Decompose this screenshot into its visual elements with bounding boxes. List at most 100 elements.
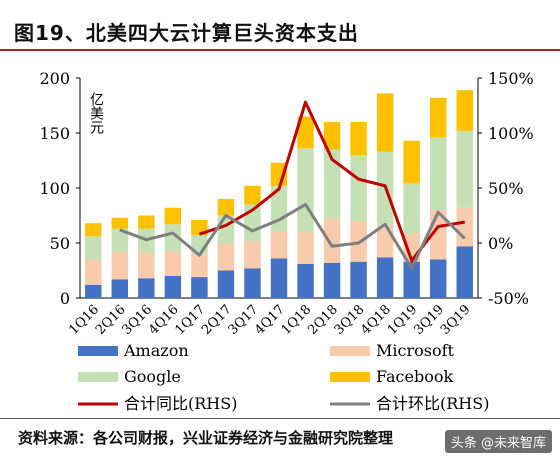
watermark: 头条 @未来智库	[444, 430, 552, 453]
x-tick-label-3q16: 3Q16	[119, 302, 155, 338]
y-tick-label-left: 150	[39, 124, 70, 143]
figure-title: 图19、北美四大云计算巨头资本支出	[14, 21, 359, 45]
x-tick-label-3q19: 3Q19	[438, 302, 474, 338]
chart-axes: 0 50 100 150 200 -50% 0% 50% 100% 150% 亿美元	[39, 69, 533, 308]
y-tick-label-left: 100	[39, 179, 70, 198]
x-tick-label-2q16: 2Q16	[93, 302, 129, 338]
y-tick-label-left: 50	[50, 234, 70, 253]
bar-amazon-1q16	[85, 284, 102, 298]
legend-label: Google	[124, 367, 181, 386]
source-text: 资料来源：各公司财报，兴业证券经济与金融研究院整理	[18, 429, 394, 447]
bar-amazon-2q19	[429, 259, 447, 298]
bar-amazon-4q18	[376, 257, 394, 298]
legend-label: Amazon	[123, 341, 189, 360]
bar-amazon-4q16	[164, 276, 182, 298]
bar-microsoft-3q19	[456, 207, 473, 247]
bar-amazon-3q17	[244, 268, 261, 298]
x-tick-label-1q16: 1Q16	[66, 302, 102, 338]
legend-swatch-amazon	[78, 346, 118, 356]
legend: Amazon Microsoft Google Facebook 合计同比(RHS) 合计…	[78, 341, 489, 413]
bar-facebook-2q17	[217, 199, 235, 216]
bar-google-1q19	[403, 183, 420, 234]
line-layer	[119, 100, 466, 270]
bar-microsoft-4q18	[376, 225, 394, 258]
bar-microsoft-4q17	[270, 230, 288, 259]
legend-label: 合计环比(RHS)	[376, 394, 489, 413]
y-tick-label-right: 50%	[488, 179, 524, 198]
bar-facebook-2q16	[111, 217, 129, 229]
x-tick-label-1q17: 1Q17	[173, 302, 209, 338]
bar-amazon-3q18	[350, 261, 367, 298]
x-tick-label-4q18: 4Q18	[358, 302, 394, 338]
bar-amazon-1q17	[191, 277, 208, 298]
source-rule	[0, 418, 560, 419]
title-rule	[0, 49, 560, 51]
bar-facebook-2q19	[429, 97, 447, 138]
bar-facebook-4q16	[164, 207, 182, 225]
bar-amazon-1q19	[403, 261, 420, 298]
bar-facebook-4q18	[376, 93, 394, 152]
bar-google-1q16	[85, 236, 102, 260]
x-tick-labels: 1Q162Q163Q164Q161Q172Q173Q174Q171Q182Q18…	[66, 302, 473, 338]
bar-google-3q19	[456, 130, 473, 208]
x-tick-label-2q17: 2Q17	[199, 302, 235, 338]
x-tick-label-3q17: 3Q17	[226, 302, 262, 338]
x-tick-label-4q17: 4Q17	[252, 302, 288, 338]
bar-google-2q18	[323, 149, 341, 219]
bar-microsoft-1q18	[297, 232, 314, 264]
bar-amazon-4q17	[270, 258, 288, 298]
source-note: 资料来源：各公司财报，兴业证券经济与金融研究院整理	[0, 418, 560, 464]
y-tick-label-right: 0%	[488, 234, 513, 253]
bar-facebook-1q16	[85, 223, 102, 237]
y-axis-label: 亿美元	[88, 92, 104, 135]
bar-microsoft-1q16	[85, 259, 102, 285]
bar-facebook-2q18	[323, 122, 341, 150]
y-tick-label-right: 150%	[488, 69, 534, 88]
bar-facebook-1q19	[403, 140, 420, 184]
x-tick-label-3q18: 3Q18	[332, 302, 368, 338]
bar-google-3q18	[350, 155, 367, 221]
legend-swatch-facebook	[330, 372, 370, 382]
bar-facebook-3q18	[350, 122, 367, 155]
bar-microsoft-3q16	[138, 252, 155, 279]
bar-microsoft-3q17	[244, 240, 261, 269]
bar-microsoft-4q16	[164, 251, 182, 276]
bar-google-4q16	[164, 224, 182, 252]
bar-microsoft-2q18	[323, 218, 341, 263]
legend-swatch-google	[78, 372, 118, 382]
bar-amazon-2q17	[217, 270, 235, 298]
x-tick-label-1q19: 1Q19	[385, 302, 421, 338]
x-tick-label-2q18: 2Q18	[305, 302, 341, 338]
line-total-qoq	[119, 203, 466, 270]
bar-amazon-2q18	[323, 262, 341, 298]
y-tick-label-right: 100%	[488, 124, 534, 143]
bar-amazon-1q18	[297, 263, 314, 298]
bar-amazon-2q16	[111, 279, 129, 298]
legend-swatch-microsoft	[330, 346, 370, 356]
bar-google-2q16	[111, 228, 129, 252]
x-tick-label-2q19: 3Q19	[411, 302, 447, 338]
bar-microsoft-2q16	[111, 251, 129, 280]
legend-label: Facebook	[376, 367, 453, 386]
y-tick-label-left: 200	[39, 69, 70, 88]
bar-facebook-3q17	[244, 185, 261, 205]
y-tick-label-right: -50%	[488, 289, 529, 308]
bar-microsoft-1q17	[191, 254, 208, 278]
x-tick-label-1q18: 1Q18	[279, 302, 315, 338]
bar-layer	[85, 90, 473, 298]
bar-facebook-1q18	[297, 116, 314, 149]
y-tick-label-left: 0	[60, 289, 70, 308]
legend-label: 合计同比(RHS)	[124, 394, 237, 413]
bar-google-1q18	[297, 148, 314, 232]
bar-google-4q17	[270, 185, 288, 231]
figure-header: 图19、北美四大云计算巨头资本支出	[0, 0, 560, 51]
bar-amazon-3q16	[138, 278, 155, 298]
bar-google-2q19	[429, 137, 447, 210]
bar-amazon-3q19	[456, 246, 473, 298]
bar-facebook-3q19	[456, 90, 473, 131]
legend-label: Microsoft	[376, 341, 455, 360]
bar-facebook-3q16	[138, 215, 155, 229]
x-tick-label-4q16: 4Q16	[146, 302, 182, 338]
